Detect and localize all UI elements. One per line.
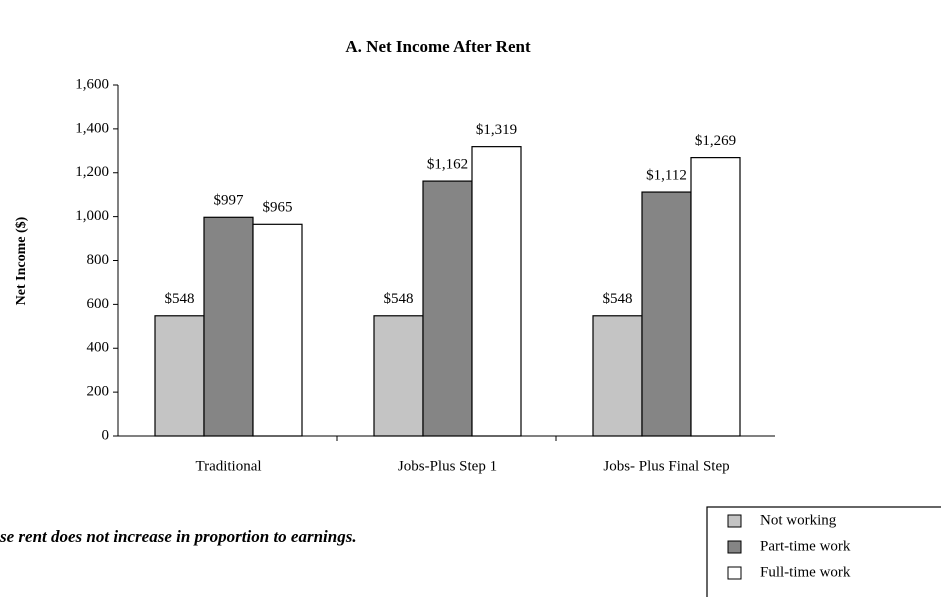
value-label: $1,162 — [427, 157, 468, 173]
bar — [252, 223, 303, 437]
bar — [690, 157, 741, 437]
bar — [373, 315, 424, 437]
bar — [641, 191, 692, 437]
legend-swatch — [727, 566, 742, 580]
bar — [422, 180, 473, 437]
y-tick-label: 1,400 — [75, 120, 109, 136]
value-label: $548 — [165, 291, 195, 307]
legend-swatch — [727, 514, 742, 528]
bar — [592, 315, 643, 437]
value-label: $965 — [263, 200, 293, 216]
bar — [203, 216, 254, 437]
x-tick-label: Traditional — [195, 458, 261, 474]
bar — [471, 146, 522, 437]
y-tick-label: 600 — [87, 296, 110, 312]
value-label: $997 — [214, 193, 245, 209]
x-tick-label: Jobs-Plus Step 1 — [398, 458, 497, 474]
value-label: $1,269 — [695, 133, 736, 149]
x-tick-label: Jobs- Plus Final Step — [603, 458, 729, 474]
chart-title: A. Net Income After Rent — [345, 37, 531, 56]
value-label: $1,112 — [646, 167, 687, 183]
legend-label: Full-time work — [760, 564, 851, 580]
y-tick-label: 1,200 — [75, 164, 109, 180]
legend-swatch — [727, 540, 742, 554]
legend-label: Not working — [760, 512, 837, 528]
y-axis-label: Net Income ($) — [14, 216, 29, 305]
bar — [154, 315, 205, 437]
legend-box — [706, 506, 941, 597]
value-label: $548 — [603, 291, 633, 307]
y-tick-label: 200 — [87, 384, 110, 400]
legend-label: Part-time work — [760, 538, 851, 554]
y-tick-label: 800 — [87, 252, 110, 268]
annotation: se rent does not increase in proportion … — [0, 527, 357, 546]
value-label: $1,319 — [476, 122, 517, 138]
value-label: $548 — [384, 291, 414, 307]
y-tick-label: 0 — [102, 427, 110, 443]
y-tick-label: 400 — [87, 340, 110, 356]
y-tick-label: 1,000 — [75, 208, 109, 224]
y-tick-label: 1,600 — [75, 76, 109, 92]
